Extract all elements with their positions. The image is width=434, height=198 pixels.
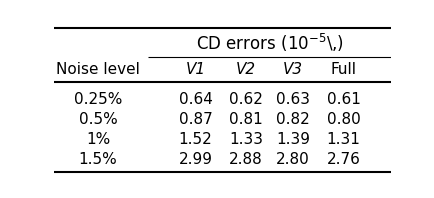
Text: 2.88: 2.88 — [229, 152, 263, 167]
Text: 2.76: 2.76 — [326, 152, 361, 167]
Text: 1.31: 1.31 — [326, 132, 361, 147]
Text: 0.82: 0.82 — [276, 112, 310, 127]
Text: 0.81: 0.81 — [229, 112, 263, 127]
Text: 2.80: 2.80 — [276, 152, 310, 167]
Text: 1.5%: 1.5% — [79, 152, 117, 167]
Text: 0.63: 0.63 — [276, 92, 310, 108]
Text: 1.39: 1.39 — [276, 132, 310, 147]
Text: 0.25%: 0.25% — [74, 92, 122, 108]
Text: 0.5%: 0.5% — [79, 112, 117, 127]
Text: Full: Full — [331, 62, 356, 77]
Text: 0.64: 0.64 — [178, 92, 213, 108]
Text: V2: V2 — [236, 62, 256, 77]
Text: 2.99: 2.99 — [178, 152, 213, 167]
Text: V1: V1 — [185, 62, 206, 77]
Text: 0.62: 0.62 — [229, 92, 263, 108]
Text: 1%: 1% — [86, 132, 110, 147]
Text: 0.61: 0.61 — [326, 92, 361, 108]
Text: 0.80: 0.80 — [327, 112, 360, 127]
Text: 1.52: 1.52 — [179, 132, 212, 147]
Text: Noise level: Noise level — [56, 62, 140, 77]
Text: 0.87: 0.87 — [179, 112, 212, 127]
Text: 1.33: 1.33 — [229, 132, 263, 147]
Text: V3: V3 — [283, 62, 303, 77]
Text: CD errors ($10^{-5}$\,): CD errors ($10^{-5}$\,) — [196, 32, 343, 54]
